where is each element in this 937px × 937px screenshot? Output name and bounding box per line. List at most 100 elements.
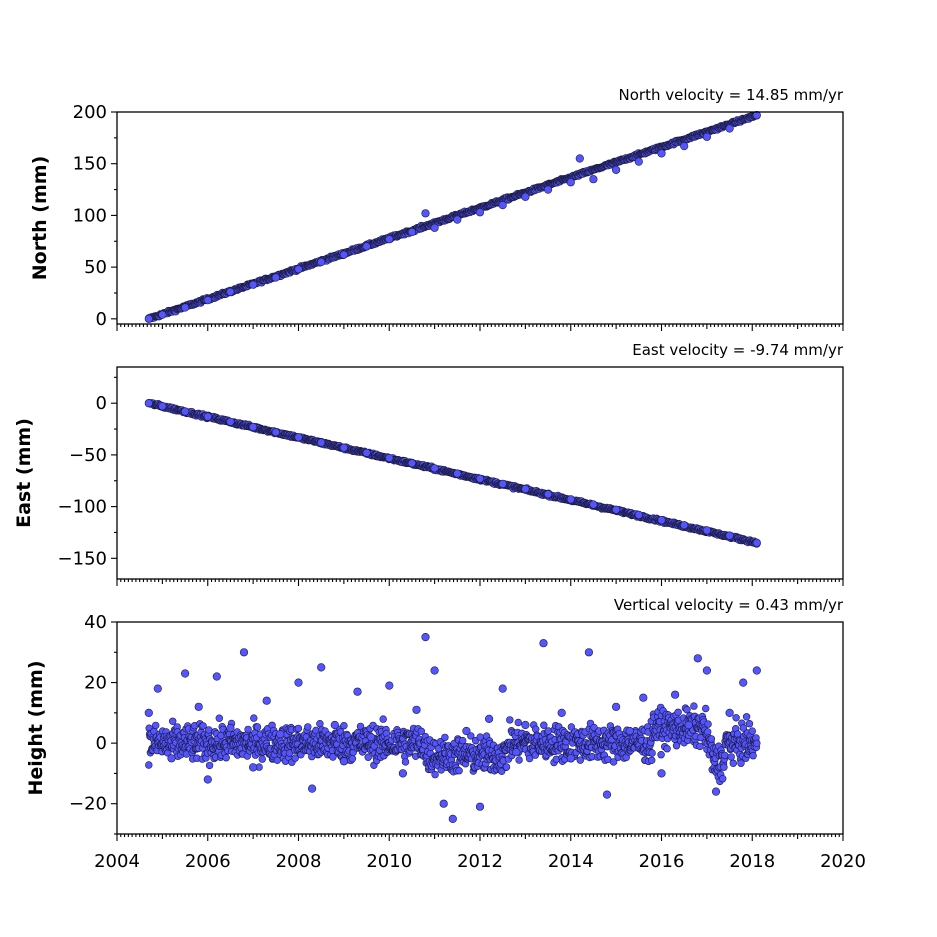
height-x-tick-label: 2004: [94, 851, 140, 872]
height-filler-point: [737, 759, 745, 767]
north-data-point: [203, 296, 212, 305]
height-filler-point: [434, 744, 443, 753]
height-filler-point: [690, 702, 698, 710]
height-filler-point: [732, 714, 740, 722]
height-data-point: [294, 678, 303, 687]
height-filler-point: [258, 755, 266, 763]
height-data-point: [398, 769, 408, 778]
height-data-point: [602, 790, 612, 799]
height-data-point: [203, 775, 212, 784]
north-data-point: [144, 314, 153, 323]
height-points: [144, 632, 761, 824]
north-data-point: [421, 209, 430, 218]
height-x-tick-label: 2008: [276, 851, 322, 872]
height-filler-point: [742, 713, 751, 721]
height-data-point: [153, 684, 162, 693]
height-data-point: [421, 632, 430, 642]
height-data-point: [367, 732, 376, 742]
north-data-point: [271, 273, 280, 282]
east-data-point: [589, 500, 598, 509]
height-filler-point: [729, 759, 737, 767]
north-data-point: [702, 132, 712, 141]
height-y-axis-label: Height (mm): [25, 660, 47, 795]
height-filler-point: [683, 705, 691, 714]
north-data-point: [407, 227, 417, 237]
height-filler-point: [544, 727, 552, 735]
height-data-point: [693, 654, 702, 663]
height-filler-point: [304, 723, 312, 731]
height-data-point: [226, 723, 235, 733]
height-panel: Vertical velocity = 0.43 mm/yr Height (m…: [25, 596, 866, 872]
height-filler-point: [703, 728, 712, 736]
height-filler-point: [250, 714, 258, 722]
north-data-point: [385, 235, 394, 244]
height-data-point: [308, 784, 317, 793]
height-filler-point: [329, 753, 337, 761]
east-data-point: [657, 515, 666, 525]
height-filler-point: [291, 754, 299, 762]
east-data-point: [702, 526, 712, 535]
east-points: [144, 399, 761, 548]
height-data-point: [485, 714, 494, 724]
height-filler-point: [514, 718, 522, 727]
height-filler-point: [696, 742, 704, 751]
north-y-tick-label: 200: [73, 102, 107, 123]
north-data-point: [249, 280, 258, 289]
height-x-tick-label: 2012: [457, 851, 503, 872]
height-filler-point: [348, 754, 357, 763]
height-data-point: [239, 648, 249, 657]
north-data-point: [657, 149, 666, 158]
north-data-point: [181, 303, 190, 312]
north-data-point: [575, 154, 584, 163]
north-data-point: [339, 250, 349, 259]
height-filler-point: [401, 758, 410, 766]
east-plot-frame: [116, 366, 844, 580]
height-y-tick-label: 0: [96, 733, 107, 754]
height-data-point: [317, 663, 326, 672]
east-data-point: [752, 538, 761, 547]
east-panel-title: East velocity = -9.74 mm/yr: [632, 341, 844, 359]
north-data-point: [611, 165, 621, 174]
north-data-point: [317, 257, 326, 267]
height-filler-point: [701, 704, 710, 713]
east-data-point: [226, 417, 235, 426]
height-x-tick-label: 2020: [820, 851, 866, 872]
height-filler-point: [455, 766, 463, 775]
north-y-tick-label: 0: [96, 309, 107, 330]
east-panel: East velocity = -9.74 mm/yr East (mm) 0 −…: [13, 341, 844, 586]
height-data-point: [462, 726, 471, 736]
east-data-point: [362, 448, 371, 457]
height-filler-point: [749, 751, 757, 760]
height-data-point: [385, 681, 394, 690]
height-filler-point: [531, 725, 540, 733]
height-data-point: [262, 696, 271, 705]
height-filler-point: [169, 717, 177, 725]
height-filler-point: [672, 741, 681, 750]
height-filler-point: [294, 724, 303, 733]
height-filler-point: [431, 770, 439, 779]
north-data-point: [226, 287, 235, 297]
north-data-point: [158, 310, 167, 319]
height-filler-point: [745, 719, 754, 728]
east-x-axis: [116, 579, 844, 586]
east-data-point: [271, 428, 280, 437]
height-data-point: [475, 802, 485, 811]
east-data-point: [680, 521, 689, 530]
east-y-tick-label: −50: [69, 445, 107, 466]
east-data-point: [203, 412, 212, 421]
east-data-point: [475, 474, 485, 483]
north-data-point: [430, 223, 439, 232]
height-filler-point: [467, 732, 475, 740]
height-filler-point: [417, 727, 425, 735]
north-y-axis: 0 50 100 150 200: [73, 102, 117, 330]
east-y-axis: 0 −50 −100 −150: [58, 376, 117, 569]
height-data-point: [711, 787, 721, 796]
height-data-point: [194, 702, 203, 711]
height-data-point: [353, 687, 362, 696]
height-filler-point: [707, 735, 716, 743]
north-data-point: [475, 208, 485, 217]
height-data-point: [448, 814, 457, 824]
north-data-point: [680, 142, 689, 151]
north-plot-frame: [116, 111, 844, 325]
